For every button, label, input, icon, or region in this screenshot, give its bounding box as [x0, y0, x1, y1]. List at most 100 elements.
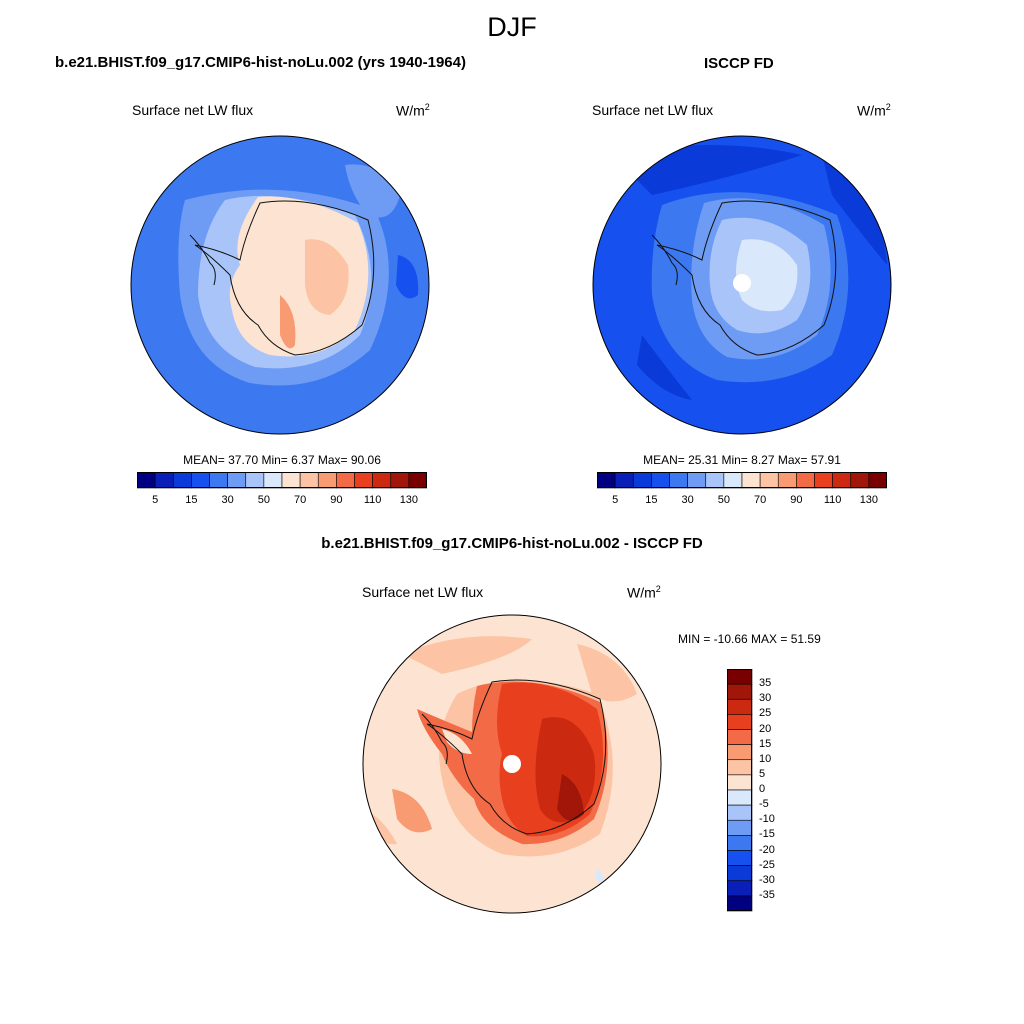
left-colorbar-box [281, 472, 301, 489]
diff-colorbar-tick: 15 [759, 737, 772, 750]
diff-colorbar-tick: -25 [759, 858, 775, 871]
right-colorbar-box [723, 472, 743, 489]
left-colorbar-box [299, 472, 319, 489]
right-colorbar-box [814, 472, 833, 489]
diff-colorbar-box [727, 865, 753, 882]
left-colorbar-box [209, 472, 228, 489]
left-colorbar-box [172, 472, 192, 489]
left-colorbar-tick: 70 [294, 494, 307, 506]
left-colorbar-tick: 90 [330, 494, 343, 506]
left-colorbar-box [317, 472, 337, 489]
left-colorbar-tick: 30 [221, 494, 234, 506]
diff-colorbar-box [727, 774, 753, 791]
diff-colorbar-box [727, 698, 753, 715]
diff-colorbar-box [727, 744, 753, 761]
right-colorbar-box [777, 472, 797, 489]
diff-colorbar-tick: 25 [759, 707, 772, 720]
right-field-label: Surface net LW flux [592, 102, 714, 118]
left-colorbar [137, 472, 427, 489]
diff-colorbar-tick: 35 [759, 677, 772, 690]
diff-colorbar-tick: -35 [759, 888, 775, 901]
season-title: DJF [487, 12, 537, 42]
right-colorbar [597, 472, 887, 489]
left-colorbar-tick: 5 [152, 494, 159, 506]
right-polar-map [592, 135, 892, 435]
left-colorbar-ticks: 5 15 30 50 70 90 110 130 [137, 494, 427, 508]
diff-colorbar-box [727, 850, 753, 866]
right-colorbar-box [868, 472, 887, 489]
right-colorbar-tick: 5 [612, 494, 619, 506]
left-polar-map [130, 135, 430, 435]
diff-colorbar-box [727, 683, 753, 700]
diff-colorbar-box [727, 789, 753, 806]
left-colorbar-tick: 110 [363, 494, 382, 506]
diff-colorbar-tick: 0 [759, 783, 766, 795]
left-colorbar-box [191, 472, 210, 489]
right-colorbar-tick: 110 [823, 494, 842, 506]
right-colorbar-ticks: 5 15 30 50 70 90 110 130 [597, 494, 887, 508]
right-colorbar-box [632, 472, 652, 489]
diff-colorbar [727, 669, 753, 912]
left-panel-title: b.e21.BHIST.f09_g17.CMIP6-hist-noLu.002 … [55, 54, 466, 71]
diff-stats: MIN = -10.66 MAX = 51.59 [678, 632, 821, 646]
diff-units-label: W/m2 [627, 584, 661, 601]
right-colorbar-box [597, 472, 616, 489]
right-colorbar-box [651, 472, 670, 489]
diff-colorbar-box [727, 895, 753, 912]
diff-colorbar-box [727, 729, 753, 745]
left-stats: MEAN= 37.70 Min= 6.37 Max= 90.06 [183, 453, 381, 467]
diff-colorbar-tick: -10 [759, 813, 775, 826]
diff-colorbar-box [727, 880, 753, 897]
left-colorbar-box [336, 472, 355, 489]
left-colorbar-box [137, 472, 156, 489]
right-colorbar-box [832, 472, 852, 489]
diff-colorbar-box [727, 804, 753, 821]
right-colorbar-box [614, 472, 634, 489]
right-colorbar-box [669, 472, 688, 489]
right-colorbar-tick: 30 [681, 494, 694, 506]
diff-colorbar-box [727, 835, 753, 851]
left-colorbar-box [354, 472, 373, 489]
left-field-label: Surface net LW flux [132, 102, 254, 118]
diff-panel-title: b.e21.BHIST.f09_g17.CMIP6-hist-noLu.002 … [321, 535, 703, 552]
left-colorbar-box [245, 472, 265, 489]
right-stats: MEAN= 25.31 Min= 8.27 Max= 57.91 [643, 453, 841, 467]
diff-colorbar-box [727, 714, 753, 730]
left-colorbar-tick: 50 [257, 494, 270, 506]
left-colorbar-tick: 130 [399, 494, 419, 506]
diff-polar-map [362, 614, 662, 914]
diff-colorbar-ticks: 35 30 25 20 15 10 5 0 -5 -10 -15 -20 -25 -30 -35 [759, 669, 799, 912]
diff-colorbar-box [727, 819, 753, 836]
right-colorbar-box [705, 472, 725, 489]
right-colorbar-tick: 90 [790, 494, 803, 506]
right-colorbar-box [759, 472, 779, 489]
diff-colorbar-tick: 10 [759, 752, 772, 765]
diff-colorbar-tick: -30 [759, 873, 775, 886]
left-colorbar-box [408, 472, 427, 489]
right-colorbar-tick: 70 [754, 494, 767, 506]
diff-field-label: Surface net LW flux [362, 584, 484, 600]
diff-colorbar-tick: 5 [759, 767, 766, 780]
diff-colorbar-box [727, 759, 753, 776]
right-colorbar-box [796, 472, 815, 489]
right-colorbar-tick: 15 [645, 494, 658, 506]
right-colorbar-box [741, 472, 761, 489]
left-colorbar-tick: 15 [185, 494, 198, 506]
diff-colorbar-tick: -5 [759, 798, 769, 811]
diff-colorbar-tick: 30 [759, 692, 772, 705]
left-units-label: W/m2 [396, 102, 430, 119]
left-colorbar-box [390, 472, 410, 489]
right-colorbar-box [850, 472, 870, 489]
left-colorbar-box [227, 472, 247, 489]
right-colorbar-tick: 50 [717, 494, 730, 506]
right-units-label: W/m2 [857, 102, 891, 119]
diff-colorbar-tick: -15 [759, 828, 775, 841]
diff-colorbar-box [727, 669, 753, 685]
left-colorbar-box [372, 472, 392, 489]
left-colorbar-box [263, 472, 283, 489]
right-panel-title: ISCCP FD [704, 55, 774, 72]
diff-colorbar-tick: 20 [759, 722, 772, 735]
right-colorbar-box [687, 472, 707, 489]
diff-colorbar-tick: -20 [759, 843, 775, 856]
left-colorbar-box [154, 472, 174, 489]
